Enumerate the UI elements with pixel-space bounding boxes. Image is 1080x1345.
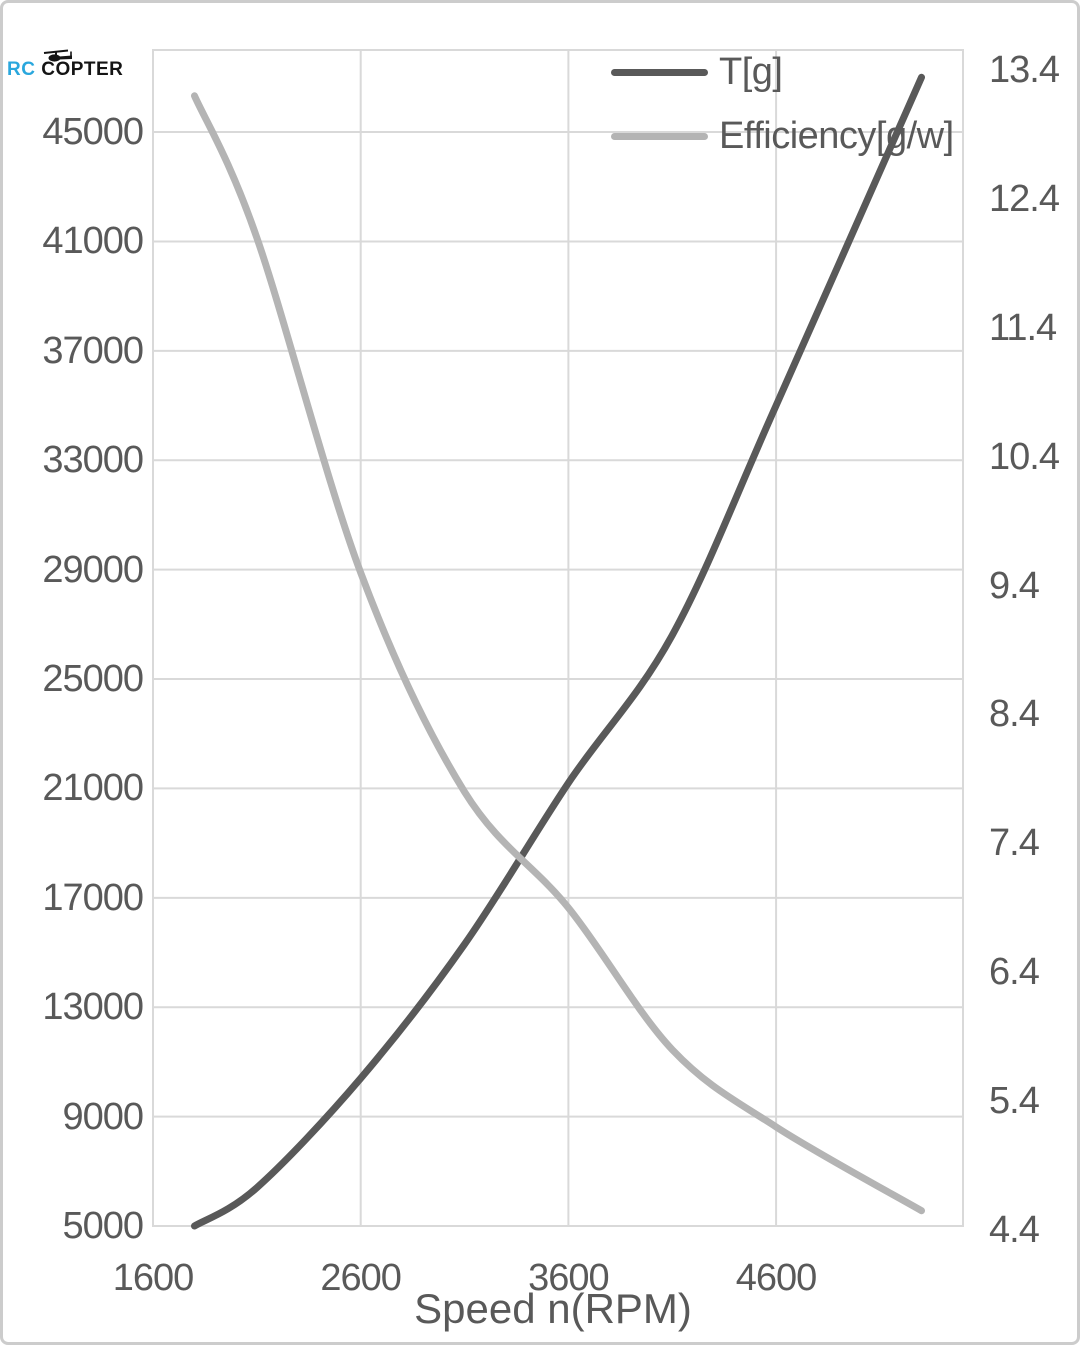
series-curve-efficiencygw [191,92,925,1215]
y-left-tick-label: 21000 [42,767,144,810]
y-right-tick-label: 6.4 [989,951,1040,994]
t-series-swatch [611,68,708,76]
y-right-tick-label: 13.4 [989,49,1060,91]
y-right-tick-label: 4.4 [989,1209,1040,1251]
y-left-tick-label: 25000 [42,658,144,701]
y-left-tick-label: 17000 [42,876,144,919]
x-tick-label: 2600 [320,1257,402,1299]
y-right-tick-label: 10.4 [989,435,1060,478]
y-left-tick-label: 13000 [42,986,144,1029]
y-right-tick-label: 12.4 [989,177,1060,220]
legend: T[g] Efficiency[g/w] [611,40,954,168]
plot-border [152,49,964,1227]
helicopter-icon [43,49,72,62]
efficiency-series-label: Efficiency[g/w] [719,114,954,157]
rc-copter-logo: RC COPTER [7,49,124,85]
y-right-tick-label: 9.4 [989,564,1040,607]
y-right-tick-label: 7.4 [989,822,1040,865]
logo-rc-text: RC [7,59,36,80]
y-left-tick-label: 45000 [42,111,144,154]
y-right-tick-label: 5.4 [989,1080,1040,1123]
y-right-tick-label: 8.4 [989,693,1040,736]
y-left-tick-label: 41000 [42,220,144,263]
legend-item-efficiency: Efficiency[g/w] [611,104,954,168]
x-axis-title: Speed n(RPM) [414,1285,692,1332]
series-curve-tg [191,73,925,1230]
y-left-tick-label: 5000 [62,1205,144,1247]
y-left-tick-label: 9000 [62,1095,144,1138]
legend-item-t: T[g] [611,40,954,104]
plot-area [152,49,964,1230]
t-series-label: T[g] [719,50,783,93]
x-tick-label: 1600 [112,1257,195,1299]
y-left-tick-label: 33000 [42,439,144,482]
x-tick-label: 3600 [528,1257,610,1299]
y-left-tick-label: 29000 [42,548,144,591]
y-left-tick-label: 37000 [42,329,144,372]
y-right-tick-label: 11.4 [989,306,1057,349]
efficiency-series-swatch [611,132,708,140]
x-tick-label: 4600 [735,1257,818,1299]
logo-copter-text: COPTER [41,59,124,80]
